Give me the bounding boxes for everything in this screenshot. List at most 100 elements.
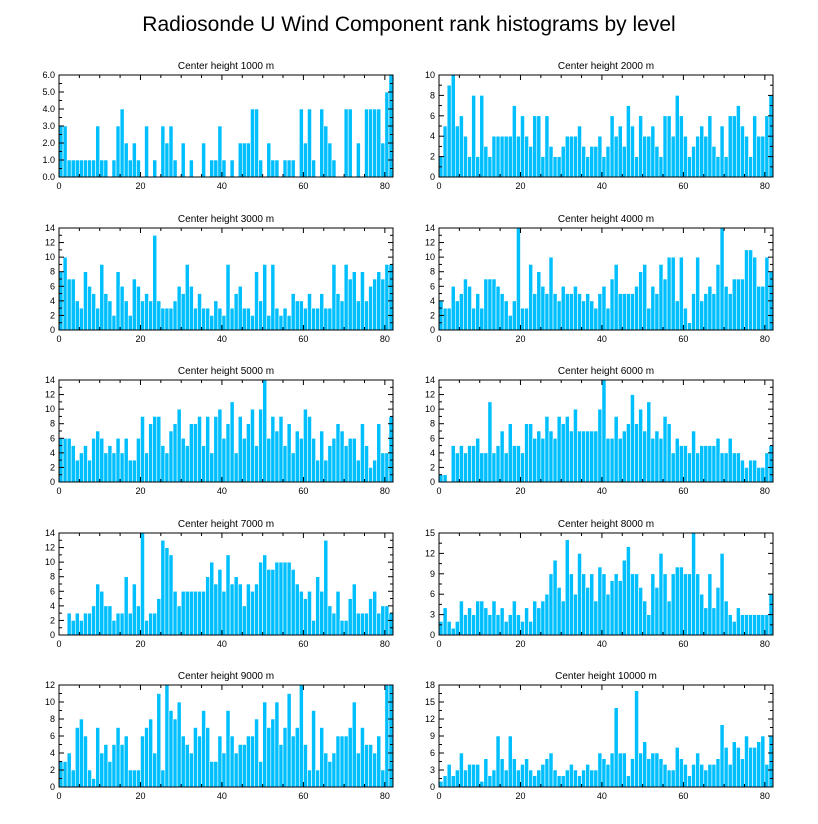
bar <box>176 605 182 636</box>
bar <box>127 459 133 483</box>
bar <box>103 605 109 636</box>
bar <box>380 769 386 788</box>
y-tick-label: 3 <box>430 610 435 620</box>
panel-title: Center height 9000 m <box>178 671 274 682</box>
bar <box>650 437 656 483</box>
bar <box>172 159 178 178</box>
bar <box>512 300 517 331</box>
y-tick-label: 10 <box>425 404 435 414</box>
bar <box>446 764 452 788</box>
bar <box>744 249 749 331</box>
bar <box>270 159 276 178</box>
bar <box>674 95 680 178</box>
bar <box>364 744 369 788</box>
bar <box>356 612 361 636</box>
bar <box>454 125 460 178</box>
bar <box>764 764 770 788</box>
bar <box>748 249 753 331</box>
bar <box>189 590 194 636</box>
bar <box>715 587 721 636</box>
bar <box>213 761 219 788</box>
bar <box>548 430 554 483</box>
bar <box>339 300 345 331</box>
bar <box>335 423 341 483</box>
bar <box>528 264 533 331</box>
panel-title: Center height 6000 m <box>558 366 654 377</box>
bar <box>66 752 72 788</box>
bar <box>593 600 599 636</box>
x-tick-label: 20 <box>135 486 145 496</box>
bar <box>666 256 672 331</box>
bar <box>556 300 562 331</box>
bar <box>388 416 394 483</box>
bar <box>258 761 263 788</box>
bar <box>626 105 631 178</box>
bar <box>560 285 566 331</box>
bar <box>107 300 113 331</box>
bar <box>528 621 533 636</box>
y-tick-label: 15 <box>425 697 435 707</box>
bar <box>691 764 696 788</box>
bar <box>687 452 692 483</box>
bar <box>609 115 615 178</box>
bar <box>197 416 202 483</box>
bar <box>258 300 263 331</box>
bar <box>91 293 96 331</box>
bar <box>180 590 186 636</box>
bar <box>307 590 312 636</box>
bar <box>274 159 280 178</box>
bar <box>687 573 692 636</box>
bar <box>91 778 96 788</box>
bar <box>736 278 741 331</box>
bar <box>528 146 533 178</box>
bar <box>707 764 713 788</box>
bar <box>299 684 304 788</box>
bar <box>569 430 574 483</box>
bar <box>79 452 84 483</box>
bar <box>246 142 251 178</box>
bar <box>723 600 729 636</box>
bar <box>544 416 550 483</box>
bar <box>351 271 357 331</box>
y-tick-label: 12 <box>425 548 435 558</box>
bar <box>160 125 166 178</box>
bar <box>748 156 753 178</box>
bar <box>540 764 546 788</box>
bar <box>556 587 562 636</box>
bar <box>209 452 215 483</box>
y-tick-label: 2 <box>50 310 55 320</box>
bar <box>99 264 105 331</box>
bar <box>132 459 137 483</box>
bar <box>475 764 481 788</box>
bar <box>197 293 202 331</box>
bar <box>621 559 627 636</box>
bar <box>115 612 121 636</box>
bar <box>654 430 660 483</box>
bar <box>621 293 627 331</box>
bar <box>184 744 190 788</box>
bar <box>189 159 194 178</box>
y-tick-label: 9 <box>430 569 435 579</box>
bar <box>699 300 705 331</box>
bar <box>127 612 133 636</box>
bar <box>654 146 660 178</box>
bar <box>319 108 325 178</box>
y-tick-label: 2 <box>430 462 435 472</box>
bar <box>556 156 562 178</box>
bar <box>79 159 84 178</box>
bar <box>463 278 468 331</box>
bar <box>658 156 664 178</box>
bar <box>634 423 639 483</box>
bar <box>479 307 485 331</box>
panel-title: Center height 7000 m <box>178 519 274 530</box>
bar <box>450 627 456 636</box>
bar <box>483 758 489 788</box>
bar <box>528 423 533 483</box>
bar <box>148 718 153 788</box>
bar <box>638 271 643 331</box>
bar <box>205 576 211 636</box>
bar <box>258 159 263 178</box>
bar <box>172 300 178 331</box>
bar <box>683 445 688 483</box>
bar <box>601 379 607 483</box>
